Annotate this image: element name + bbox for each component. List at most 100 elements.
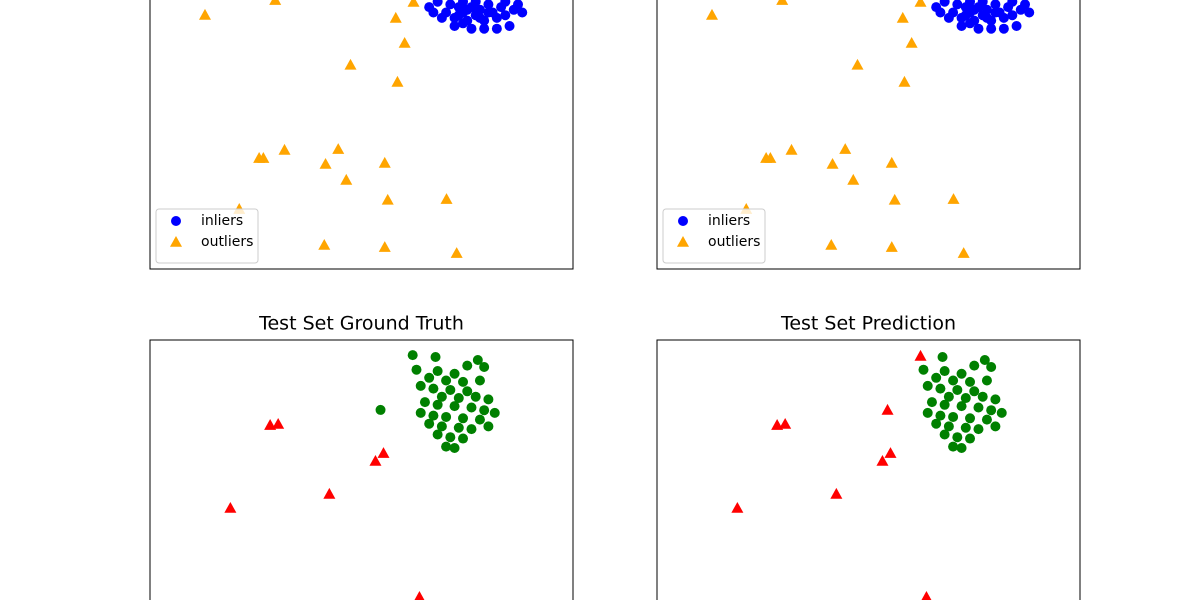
circle-marker — [939, 429, 950, 440]
triangle-marker — [914, 349, 927, 361]
circle-marker — [969, 360, 980, 371]
circle-marker — [474, 4, 485, 15]
triangle-marker — [318, 238, 331, 250]
circle-marker — [922, 380, 933, 391]
triangle-marker — [785, 143, 798, 155]
circle-marker — [952, 384, 963, 395]
circle-marker — [981, 4, 992, 15]
circle-marker — [1007, 0, 1018, 7]
circle-marker — [449, 401, 460, 412]
circle-marker — [918, 364, 929, 375]
circle-marker — [926, 397, 937, 408]
circle-marker — [965, 433, 976, 444]
circle-marker — [453, 422, 464, 433]
circle-marker — [441, 441, 452, 452]
circle-marker — [479, 362, 490, 372]
circle-marker — [453, 10, 464, 21]
circle-marker — [973, 23, 984, 34]
circle-marker — [491, 12, 502, 23]
circle-marker — [407, 350, 418, 361]
circle-marker — [436, 391, 447, 402]
triangle-marker — [398, 37, 411, 48]
circle-marker — [956, 401, 967, 412]
triangle-marker — [269, 0, 282, 5]
circle-marker — [500, 0, 511, 7]
triangle-marker — [407, 0, 420, 7]
circle-marker — [504, 21, 515, 31]
plot-area — [705, 0, 1035, 258]
triangle-marker — [896, 11, 909, 23]
chart-title: Test Set Prediction — [780, 313, 956, 335]
circle-marker — [939, 366, 950, 377]
circle-marker — [998, 12, 1009, 23]
circle-marker — [956, 368, 967, 379]
triangle-marker — [888, 193, 901, 205]
circle-marker — [458, 413, 469, 424]
triangle-marker — [847, 173, 860, 185]
triangle-marker — [677, 236, 689, 247]
circle-marker — [479, 23, 490, 34]
axes-frame — [149, 0, 574, 270]
circle-marker — [474, 12, 485, 23]
circle-marker — [977, 0, 988, 7]
circle-marker — [981, 375, 992, 386]
circle-marker — [1020, 0, 1031, 10]
circle-marker — [436, 12, 447, 23]
circle-marker — [965, 413, 976, 424]
circle-marker — [415, 380, 426, 391]
triangle-marker — [947, 193, 960, 204]
triangle-marker — [378, 156, 391, 168]
legend: inliers outliers — [662, 208, 766, 264]
circle-marker — [935, 410, 946, 421]
circle-marker — [428, 383, 439, 394]
circle-marker — [956, 21, 967, 31]
circle-marker — [428, 410, 439, 421]
circle-marker — [965, 376, 976, 387]
circle-marker — [948, 411, 959, 422]
triangle-marker — [224, 501, 237, 513]
circle-marker — [1024, 7, 1035, 18]
circle-marker — [952, 432, 963, 443]
circle-marker — [931, 372, 942, 383]
circle-marker — [428, 7, 439, 18]
circle-marker — [466, 424, 477, 435]
circle-marker — [513, 0, 524, 10]
triangle-marker — [839, 143, 852, 154]
circle-marker — [430, 352, 441, 363]
circle-marker — [441, 411, 452, 422]
circle-marker — [449, 368, 460, 379]
circle-marker — [483, 421, 494, 432]
circle-marker — [449, 443, 460, 453]
triangle-marker — [414, 591, 425, 600]
triangle-marker — [851, 58, 864, 70]
circle-marker — [939, 0, 950, 7]
legend-label: outliers — [201, 234, 253, 250]
circle-marker — [436, 421, 447, 432]
triangle-marker — [776, 0, 789, 5]
triangle-marker — [198, 8, 211, 20]
triangle-marker — [905, 37, 918, 48]
triangle-marker — [885, 241, 898, 252]
circle-marker — [441, 375, 452, 386]
circle-marker — [432, 366, 443, 377]
triangle-marker — [884, 447, 897, 458]
triangle-marker — [344, 58, 357, 70]
circle-marker — [990, 394, 1001, 405]
circle-marker — [432, 399, 443, 410]
circle-marker — [990, 421, 1001, 432]
triangle-marker — [332, 143, 345, 154]
legend-label: inliers — [708, 213, 750, 229]
axes-frame — [656, 0, 1081, 270]
circle-marker — [171, 216, 181, 226]
circle-marker — [462, 4, 473, 15]
plot-area — [731, 349, 1007, 600]
triangle-marker — [340, 173, 353, 185]
circle-marker — [996, 407, 1007, 418]
triangle-marker — [323, 487, 336, 499]
circle-marker — [979, 354, 990, 365]
circle-marker — [466, 23, 477, 34]
circle-marker — [375, 404, 386, 415]
circle-marker — [466, 402, 477, 413]
circle-marker — [965, 18, 976, 29]
